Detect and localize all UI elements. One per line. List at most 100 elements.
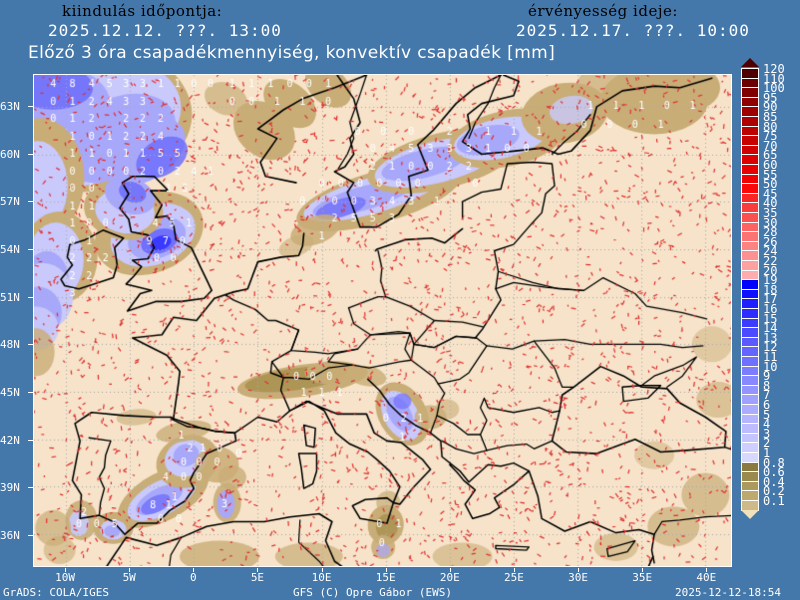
y-axis-tick-label: 45N xyxy=(0,386,20,400)
x-axis-tick-label: 0 xyxy=(190,571,197,584)
x-axis-tick-mark xyxy=(65,568,67,572)
y-axis-tick-label: 63N xyxy=(0,99,20,113)
y-axis-tick-label: 48N xyxy=(0,338,20,352)
x-axis-tick-mark xyxy=(193,568,195,572)
colorbar-tick-label: 16 xyxy=(763,302,778,316)
colorbar-tick-label: 5 xyxy=(763,407,771,422)
y-axis-tick-label: 57N xyxy=(0,195,20,209)
colorbar-tick-label: 60 xyxy=(763,158,778,172)
colorbar-tick-label: 0.8 xyxy=(763,455,785,470)
init-time-value: 2025.12.12. ???. 13:00 xyxy=(48,21,282,40)
x-axis-tick-label: 40E xyxy=(696,571,717,584)
colorbar-tick-label: 19 xyxy=(763,273,778,288)
y-axis-tick-mark xyxy=(28,344,33,346)
y-axis-tick-label: 39N xyxy=(0,481,20,495)
valid-time-value: 2025.12.17. ???. 10:00 xyxy=(516,21,750,40)
map-plot-area[interactable] xyxy=(33,74,732,567)
colorbar-tick-label: 95 xyxy=(763,90,778,105)
colorbar-tick-label: 0.1 xyxy=(763,494,785,508)
colorbar-tick-label: 17 xyxy=(763,292,778,307)
colorbar-tick-label: 50 xyxy=(763,177,778,192)
colorbar-tick-label: 28 xyxy=(763,225,778,240)
colorbar-tick-label: 6 xyxy=(763,398,771,412)
colorbar-extend-top-arrow xyxy=(741,58,759,67)
colorbar-tick-label: 65 xyxy=(763,148,778,163)
precipitation-colorbar[interactable]: 120 110 100 95 90 85 80 75 70 65 60 55 50 45 40 35 30 28 2… xyxy=(741,58,800,538)
colorbar-extend-bottom-arrow xyxy=(741,509,759,519)
y-axis-tick-label: 51N xyxy=(0,290,20,304)
x-axis-tick-mark xyxy=(129,568,131,572)
colorbar-tick-label: 100 xyxy=(763,81,785,96)
x-axis-tick-mark xyxy=(578,568,580,572)
x-axis-tick-label: 25E xyxy=(504,571,524,584)
colorbar-tick-label: 110 xyxy=(763,71,785,86)
y-axis-tick-mark xyxy=(28,535,33,537)
x-axis-tick-label: 10E xyxy=(311,571,332,584)
colorbar-tick-label: 18 xyxy=(763,282,778,297)
colorbar-tick-label: 26 xyxy=(763,234,778,249)
colorbar-tick-label: 11 xyxy=(763,350,778,364)
y-axis-tick-mark xyxy=(28,105,33,107)
colorbar-tick-label: 13 xyxy=(763,330,778,345)
init-time-label: kiindulás időpontja: xyxy=(62,2,223,20)
x-axis-tick-label: 20E xyxy=(439,571,460,584)
x-axis-tick-label: 30E xyxy=(568,571,589,584)
colorbar-tick-label: 0.4 xyxy=(763,474,785,489)
colorbar-tick-label: 9 xyxy=(763,369,771,384)
y-axis-tick-mark xyxy=(28,439,33,441)
y-axis-tick-label: 42N xyxy=(0,433,20,447)
colorbar-tick-label: 14 xyxy=(763,321,778,336)
y-axis-tick-mark xyxy=(28,296,33,298)
colorbar-tick-label: 90 xyxy=(763,100,778,115)
footer-model-credit: GFS (C) Opre Gábor (EWS) xyxy=(293,586,452,599)
page-title: Előző 3 óra csapadékmennyiség, konvektív… xyxy=(28,43,556,63)
colorbar-tick-label: 15 xyxy=(763,311,778,326)
y-axis-tick-mark xyxy=(28,201,33,203)
x-axis-tick-label: 35E xyxy=(632,571,653,584)
colorbar-tick-label: 0.6 xyxy=(763,465,785,480)
x-axis-tick-mark xyxy=(642,568,644,572)
colorbar-tick-label: 12 xyxy=(763,340,778,355)
x-axis-tick-mark xyxy=(706,568,708,572)
y-axis-tick-label: 54N xyxy=(0,242,20,256)
colorbar-tick-label: 3 xyxy=(763,426,771,441)
colorbar-tick-label: 120 xyxy=(763,62,785,76)
colorbar-tick-label: 24 xyxy=(763,244,778,259)
colorbar-tick-label: 4 xyxy=(763,417,771,432)
y-axis-tick-label: 60N xyxy=(0,147,20,161)
valid-time-label: érvényesség ideje: xyxy=(528,2,678,20)
x-axis-tick-mark xyxy=(513,568,515,572)
colorbar-tick-label: 55 xyxy=(763,167,778,182)
y-axis-tick-mark xyxy=(28,487,33,489)
colorbar-tick-label: 8 xyxy=(763,378,771,393)
x-axis-tick-label: 10W xyxy=(55,571,75,584)
colorbar-tick-label: 30 xyxy=(763,215,778,230)
colorbar-tick-label: 85 xyxy=(763,110,778,124)
colorbar-tick-label: 2 xyxy=(763,436,771,451)
x-axis-tick-label: 5W xyxy=(122,571,136,584)
colorbar-tick-label: 45 xyxy=(763,186,778,201)
colorbar-tick-label: 35 xyxy=(763,206,778,220)
x-axis-tick-mark xyxy=(321,568,323,572)
x-axis-tick-mark xyxy=(257,568,259,572)
precipitation-map-canvas xyxy=(34,75,731,566)
y-axis-tick-mark xyxy=(28,153,33,155)
colorbar-tick-label: 0.2 xyxy=(763,484,785,499)
x-axis-tick-label: 15E xyxy=(375,571,396,584)
x-axis-tick-label: 5E xyxy=(250,571,265,584)
x-axis-tick-mark xyxy=(449,568,451,572)
colorbar-tick-label: 10 xyxy=(763,359,778,374)
footer-grads-credit: GrADS: COLA/IGES xyxy=(3,586,109,599)
y-axis-tick-mark xyxy=(28,392,33,394)
colorbar-tick-label: 70 xyxy=(763,138,778,153)
colorbar-tick-label: 20 xyxy=(763,263,778,278)
colorbar-tick-label: 80 xyxy=(763,119,778,134)
colorbar-tick-label: 1 xyxy=(763,446,771,460)
colorbar-tick-label: 7 xyxy=(763,388,771,403)
y-axis-tick-label: 36N xyxy=(0,529,20,543)
footer-generated-timestamp: 2025-12-12-18:54 xyxy=(675,586,781,599)
colorbar-tick-label: 75 xyxy=(763,129,778,144)
colorbar-tick-label: 40 xyxy=(763,196,778,211)
y-axis-tick-mark xyxy=(28,248,33,250)
